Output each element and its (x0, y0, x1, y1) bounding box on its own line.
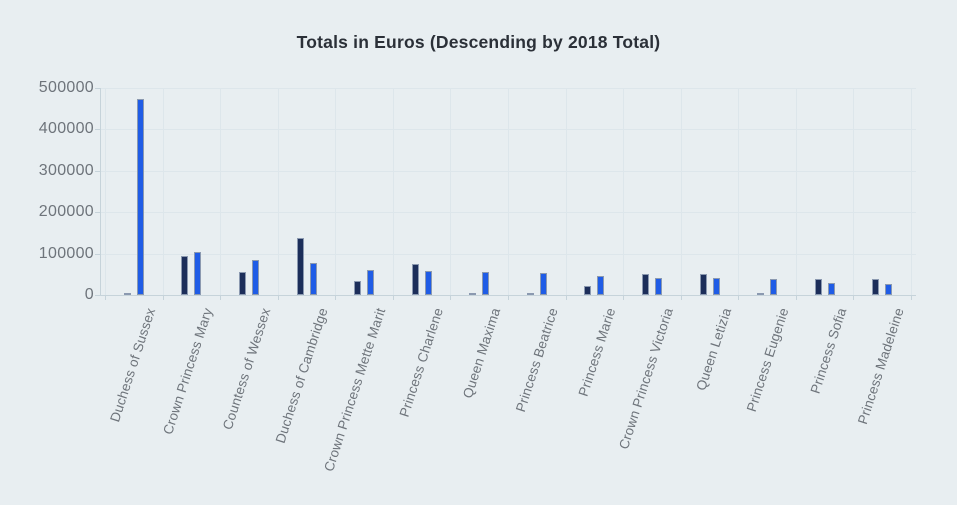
v-gridline (392, 88, 394, 295)
x-tick-mark (508, 295, 509, 300)
x-tick-label: Duchess of Sussex (107, 306, 159, 424)
x-tick-mark (450, 295, 452, 300)
x-tick-mark (277, 295, 279, 300)
bar-series1[interactable] (354, 280, 362, 295)
x-tick-label: Princess Eugenie (743, 306, 792, 414)
v-gridline (680, 88, 682, 295)
y-axis-line (100, 88, 101, 295)
bar-series1[interactable] (123, 293, 131, 295)
bar-series2[interactable] (885, 284, 893, 295)
bar-series1[interactable] (699, 274, 707, 295)
bar-series2[interactable] (367, 269, 375, 295)
y-tick-mark (95, 129, 100, 131)
y-tick-mark (95, 212, 100, 214)
bar-series1[interactable] (641, 273, 649, 295)
x-tick-mark (220, 295, 222, 300)
x-tick-mark (853, 295, 855, 300)
bar-series2[interactable] (136, 99, 144, 295)
x-tick-label: Queen Maxima (460, 306, 504, 400)
x-tick-mark (105, 295, 106, 300)
bar-series2[interactable] (482, 272, 490, 295)
x-tick-mark (162, 295, 164, 300)
v-gridline (738, 88, 740, 295)
v-gridline (335, 88, 337, 295)
x-tick-label: Princess Madeleine (854, 306, 907, 427)
bar-series1[interactable] (469, 293, 477, 295)
bar-series2[interactable] (827, 282, 835, 295)
x-tick-label: Duchess of Cambridge (272, 306, 331, 446)
bar-series1[interactable] (584, 286, 592, 295)
bar-series2[interactable] (309, 262, 317, 295)
bar-series1[interactable] (411, 263, 419, 295)
x-tick-label: Queen Letizia (692, 306, 734, 393)
x-tick-mark (335, 295, 337, 300)
v-gridline (623, 88, 625, 295)
x-tick-label: Crown Princess Mette Marit (321, 306, 389, 474)
x-tick-mark (680, 295, 682, 300)
x-tick-mark (911, 295, 912, 300)
bar-series1[interactable] (814, 278, 822, 295)
bar-series2[interactable] (712, 278, 720, 295)
bar-series1[interactable] (181, 256, 189, 295)
bar-series1[interactable] (238, 271, 246, 295)
y-tick-label: 400000 (38, 120, 94, 138)
v-gridline (220, 88, 222, 295)
x-tick-label: Princess Beatrice (513, 306, 562, 414)
bar-series2[interactable] (539, 273, 547, 295)
y-tick-mark (95, 295, 100, 296)
x-tick-mark (738, 295, 740, 300)
x-tick-label: Crown Princess Victoria (616, 306, 677, 452)
v-gridline (853, 88, 855, 295)
chart-title: Totals in Euros (Descending by 2018 Tota… (296, 32, 661, 52)
bar-series1[interactable] (296, 238, 304, 295)
x-tick-mark (795, 295, 797, 300)
x-tick-label: Crown Princess Mary (160, 306, 216, 437)
x-tick-label: Princess Sofia (807, 306, 849, 396)
v-gridline (162, 88, 164, 295)
bar-series2[interactable] (251, 259, 259, 295)
bar-series2[interactable] (654, 277, 662, 295)
bar-series2[interactable] (424, 270, 432, 295)
y-tick-mark (95, 253, 100, 255)
v-gridline (795, 88, 797, 295)
bar-series1[interactable] (526, 293, 534, 295)
v-gridline (565, 88, 567, 295)
bar-series2[interactable] (597, 275, 605, 295)
x-tick-mark (565, 295, 567, 300)
x-tick-mark (392, 295, 394, 300)
x-axis-line (100, 295, 916, 296)
x-tick-label: Countess of Wessex (219, 306, 274, 432)
x-tick-label: Princess Marie (575, 306, 619, 399)
v-gridline (450, 88, 452, 295)
y-tick-label: 200000 (38, 203, 94, 221)
bar-series2[interactable] (770, 279, 778, 295)
y-tick-label: 500000 (38, 79, 94, 96)
v-gridline (911, 88, 912, 295)
bar-series1[interactable] (757, 293, 765, 295)
x-tick-mark (623, 295, 625, 300)
y-tick-mark (95, 88, 100, 89)
bar-series2[interactable] (194, 251, 202, 295)
y-tick-mark (95, 170, 100, 172)
v-gridline (105, 88, 106, 295)
y-tick-label: 100000 (38, 244, 94, 262)
bar-series1[interactable] (872, 279, 880, 295)
y-tick-label: 0 (84, 286, 94, 303)
v-gridline (508, 88, 509, 295)
x-tick-label: Princess Charlene (396, 306, 446, 419)
v-gridline (277, 88, 279, 295)
y-tick-label: 300000 (38, 161, 94, 179)
